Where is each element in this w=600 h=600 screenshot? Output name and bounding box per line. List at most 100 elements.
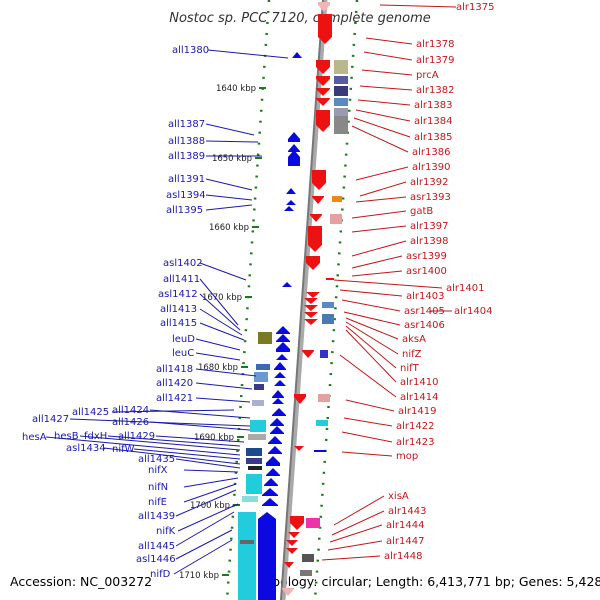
left-label-all1415: all1415 [160,318,245,341]
right-label-connector [359,181,407,197]
left-label-text: nifN [148,482,168,493]
right-label-text: alr1414 [400,392,438,403]
right-label-alr1398: alr1398 [351,236,448,257]
gene-cog-box [302,554,314,562]
right-label-text: alr1382 [416,85,454,96]
left-label-text: all1421 [156,393,193,404]
gene-red-arrow [304,305,318,311]
left-label-all1395: all1395 [166,204,253,216]
right-label-connector [341,431,393,443]
gene-blue-arrow [276,342,290,352]
gene-blue-arrow [270,418,284,426]
gene-red-arrow [306,292,320,298]
left-label-text: asl1434 [66,443,106,454]
left-label-text: all1427 [32,414,69,425]
gene-red-arrow [308,226,322,252]
left-label-all1411: all1411 [163,274,239,326]
gene-red-arrow [316,110,330,132]
gene-cog-box [322,314,334,324]
right-label-alr1382: alr1382 [359,85,454,96]
gene-cog-box [250,420,266,432]
left-label-nifw: nifW [112,444,241,460]
left-label-text: all1388 [168,136,205,147]
right-label-alr1384: alr1384 [355,109,452,127]
right-label-connector [333,495,385,526]
right-label-text: alr1422 [396,421,434,432]
right-label-alr1375: alr1375 [379,2,494,13]
gene-blue-arrow [266,456,280,466]
gene-red-arrow [304,298,318,304]
right-label-text: xisA [388,491,409,502]
gene-cog-box [318,394,330,402]
right-label-prca: prcA [361,69,439,81]
gene-red-arrow [318,2,330,12]
gene-cog-box [332,196,342,202]
right-label-alr1378: alr1378 [365,37,454,50]
gene-red-arrow [310,214,322,222]
right-label-gatb: gatB [351,206,433,219]
gene-red-arrow [282,588,294,596]
scale-tick-label: 1670 kbp [202,293,242,303]
left-label-connector [183,469,239,473]
right-label-text: asr1405 [404,306,445,317]
right-label-alr1422: alr1422 [343,417,434,432]
left-label-asl1412: asl1412 [158,289,241,331]
left-label-asl1394: asl1394 [166,190,253,201]
gene-red-arrow [304,319,318,325]
gene-blue-arrow [288,144,300,152]
left-label-text: all1418 [156,364,193,375]
right-label-connector [329,524,383,543]
gene-red-arrow [312,196,324,204]
left-label-connector [195,368,257,377]
map-title: Nostoc sp. PCC 7120, complete genome [169,11,431,26]
left-label-all1380: all1380 [172,45,289,59]
left-label-connector [173,539,233,575]
gene-cog-box [242,496,258,502]
gene-red-arrow [312,170,326,190]
right-label-connector [355,196,407,203]
right-label-text: alr1384 [414,116,452,127]
gene-blue-arrow [276,354,288,360]
right-label-text: alr1378 [416,39,454,50]
gene-blue-arrow [272,398,284,404]
scale-tick-label: 1680 kbp [198,363,238,373]
left-label-connector [207,49,289,59]
right-label-alr1392: alr1392 [359,177,448,197]
right-label-connector [345,399,395,412]
right-label-text: alr1392 [410,177,448,188]
right-label-connector [345,329,397,383]
left-label-asl1446: asl1446 [136,529,233,565]
left-label-connector [205,140,259,143]
left-label-connector [177,503,239,532]
left-label-text: nifK [156,526,176,537]
right-label-text: aksA [402,334,426,345]
left-label-text: hesB [54,431,79,442]
right-label-text: alr1404 [454,306,492,317]
right-label-connector [331,510,385,536]
left-label-connector [133,448,241,460]
gene-blue-arrow [262,498,278,506]
left-label-connector [183,477,239,488]
left-label-connector [175,489,237,517]
right-label-alr1443: alr1443 [331,506,426,536]
left-label-asl1434: asl1434 [66,443,241,465]
left-label-text: all1426 [112,417,149,428]
right-label-alr1383: alr1383 [357,99,452,111]
gene-blue-arrow [270,426,284,434]
left-label-connector [111,409,235,413]
left-label-connector [199,308,243,336]
scale-ticks: 1640 kbp 1650 kbp 1660 kbp 1670 kbp 1680 kbp… [179,84,266,581]
left-label-text: all1439 [138,511,175,522]
right-label-connector [351,240,407,257]
left-label-connector [199,278,239,326]
gene-cog-box [334,116,348,134]
right-label-connector [345,317,399,340]
gene-red-arrow [316,60,330,74]
left-label-text: fdxH [84,431,107,442]
gene-red-arrow [294,446,304,451]
scale-tick-label: 1700 kbp [190,501,230,511]
left-label-text: all1420 [156,378,193,389]
right-strand-labels: alr1375 alr1378 alr1379 prcA alr1382 alr1383 a… [321,2,494,562]
gene-blue-arrow [272,408,286,416]
left-label-text: asl1412 [158,289,198,300]
